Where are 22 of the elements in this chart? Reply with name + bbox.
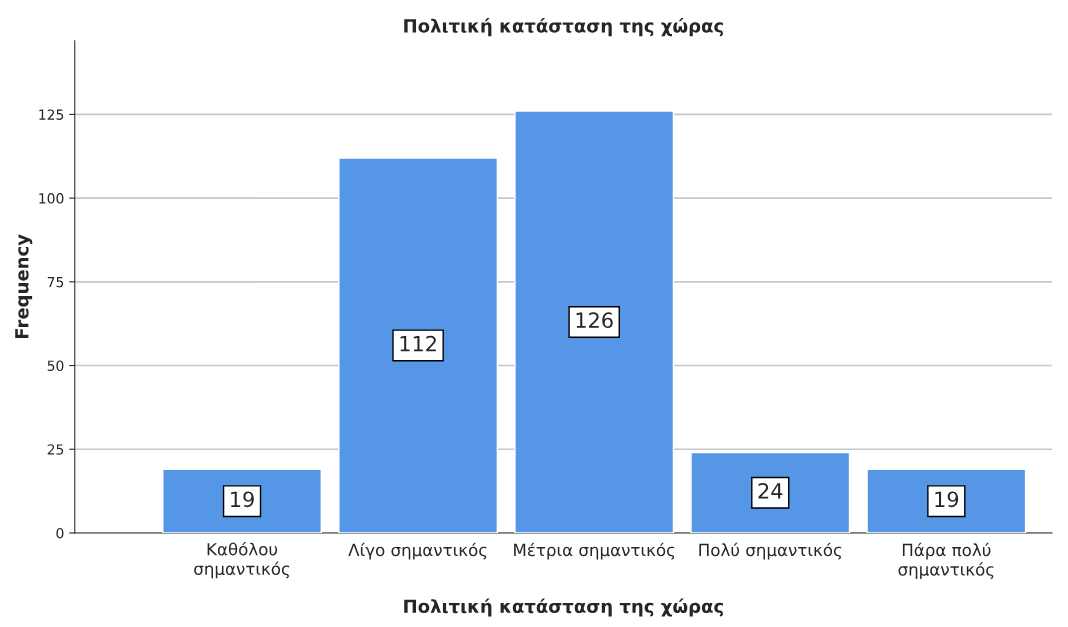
y-tick-label: 0 <box>56 527 64 539</box>
y-tick-label: 100 <box>39 193 64 204</box>
x-tick-label: Καθόλου σημαντικός <box>194 542 290 579</box>
y-tick-label: 50 <box>47 360 64 372</box>
x-tick-label: Λίγο σημαντικός <box>348 542 487 560</box>
data-label: 24 <box>758 483 783 499</box>
bar <box>514 110 675 533</box>
data-label: 19 <box>231 491 254 508</box>
data-label: 112 <box>400 335 436 352</box>
bar <box>690 451 851 533</box>
data-label: 19 <box>935 491 959 508</box>
y-tick-label: 125 <box>39 109 64 120</box>
y-tick-label: 75 <box>47 276 64 288</box>
chart-title: Πολιτική κατάσταση της χώρας <box>404 17 723 37</box>
data-label: 126 <box>576 312 613 329</box>
x-tick-label: Μέτρια σημαντικός <box>514 542 675 560</box>
y-tick-label: 25 <box>47 444 64 455</box>
x-tick-label: Πολύ σημαντικός <box>699 542 842 560</box>
x-axis-title: Πολιτική κατάσταση της χώρας <box>404 598 723 617</box>
x-tick-label: Πάρα πολύ σημαντικός <box>898 542 994 579</box>
bar <box>338 157 499 533</box>
y-axis-title: Frequency <box>15 234 33 339</box>
